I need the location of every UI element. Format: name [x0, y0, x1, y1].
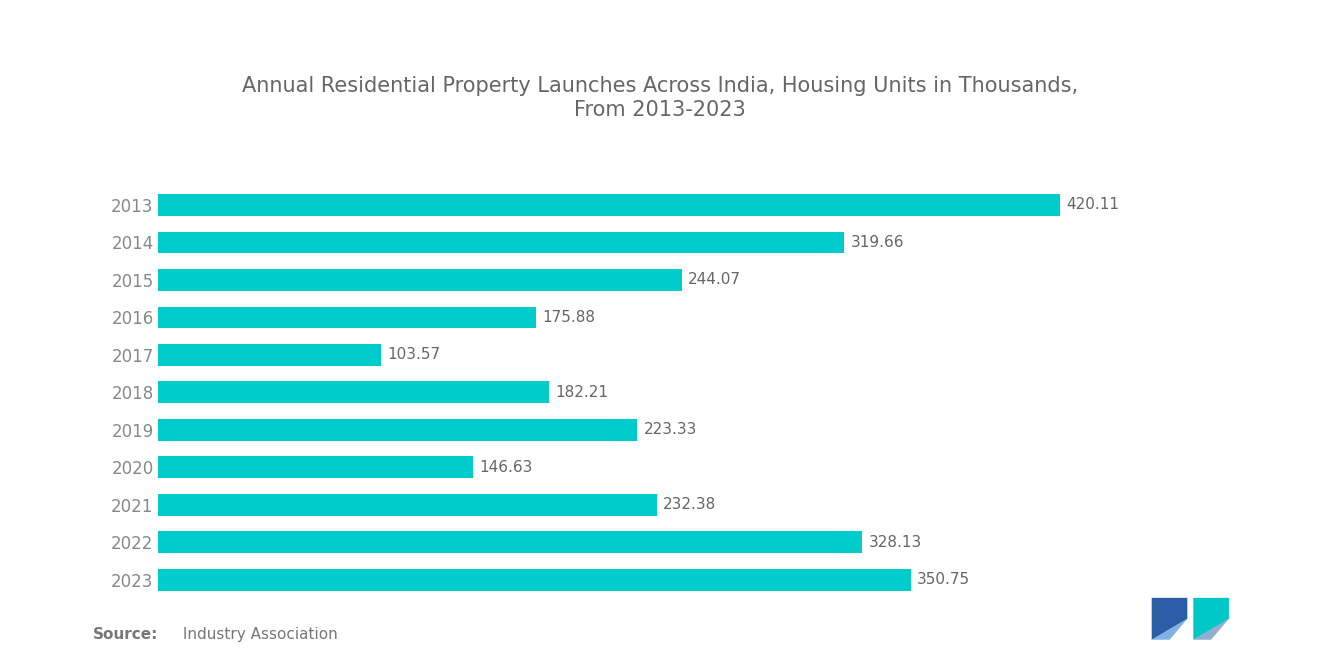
Text: 103.57: 103.57 — [387, 347, 440, 362]
Text: 232.38: 232.38 — [663, 497, 717, 512]
Text: 244.07: 244.07 — [688, 273, 742, 287]
Bar — [158, 307, 536, 329]
Polygon shape — [1151, 618, 1188, 640]
Bar — [158, 569, 911, 591]
Text: 175.88: 175.88 — [543, 310, 595, 325]
Text: 420.11: 420.11 — [1067, 198, 1119, 212]
Polygon shape — [1151, 598, 1188, 640]
Text: 319.66: 319.66 — [850, 235, 904, 250]
Bar — [158, 344, 380, 366]
Text: 146.63: 146.63 — [479, 460, 533, 475]
Bar — [158, 382, 549, 403]
Polygon shape — [1193, 598, 1229, 640]
Polygon shape — [1193, 618, 1229, 640]
Text: Source:: Source: — [92, 626, 158, 642]
Bar — [158, 269, 682, 291]
Text: Annual Residential Property Launches Across India, Housing Units in Thousands,
F: Annual Residential Property Launches Acr… — [242, 76, 1078, 120]
Text: 328.13: 328.13 — [869, 535, 921, 550]
Text: Industry Association: Industry Association — [178, 626, 338, 642]
Text: 223.33: 223.33 — [644, 422, 697, 438]
Bar — [158, 419, 638, 441]
Bar — [158, 456, 473, 478]
Text: 182.21: 182.21 — [556, 385, 609, 400]
Bar — [158, 531, 862, 553]
Bar — [158, 231, 843, 253]
Text: 350.75: 350.75 — [917, 573, 970, 587]
Bar — [158, 194, 1060, 216]
Bar — [158, 494, 657, 515]
